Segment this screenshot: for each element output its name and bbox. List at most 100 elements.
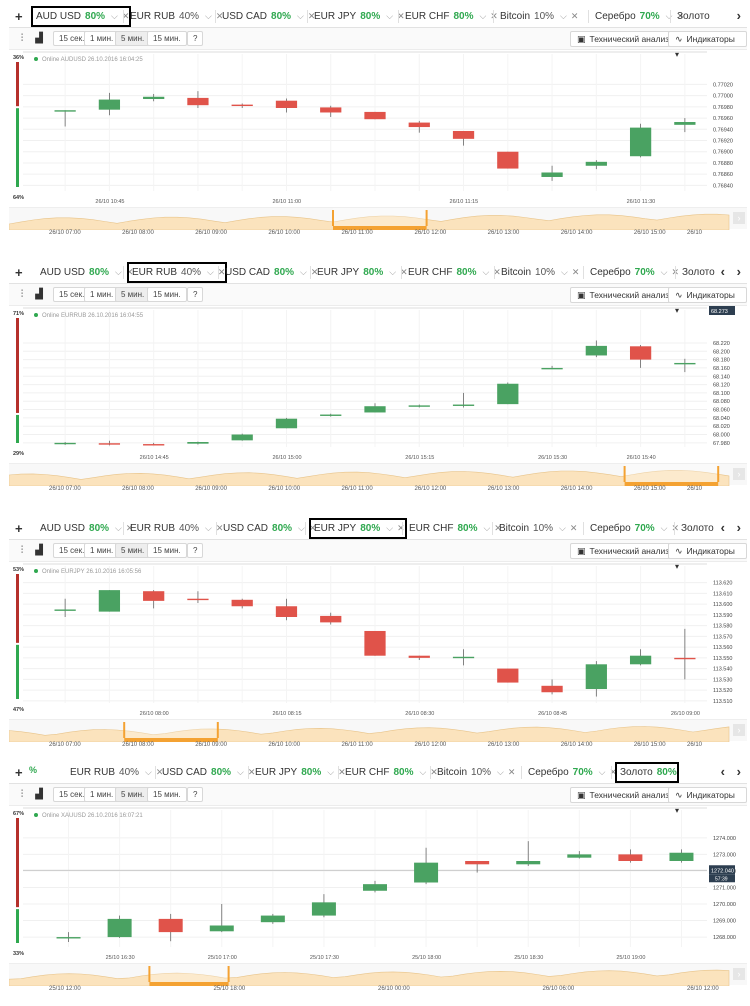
close-icon[interactable]: ✕: [493, 267, 501, 277]
time-navigator[interactable]: ›: [9, 463, 747, 486]
add-asset-button[interactable]: +: [15, 765, 23, 780]
help-button[interactable]: ?: [187, 543, 204, 558]
timeframe-button[interactable]: 5 мин.: [115, 287, 151, 302]
asset-tab-eur-rub[interactable]: EUR RUB 40% ⌵ ✕: [127, 262, 228, 283]
chevron-down-icon[interactable]: ⌵: [207, 267, 214, 277]
indicator-settings-icon[interactable]: ⫶: [20, 789, 24, 800]
close-icon[interactable]: ✕: [430, 767, 438, 777]
asset-tab-золото[interactable]: Золото: [674, 7, 710, 26]
chevron-down-icon[interactable]: ⌵: [205, 523, 212, 533]
navigator-scroll-right-button[interactable]: ›: [733, 212, 745, 224]
navigator-scroll-right-button[interactable]: ›: [733, 724, 745, 736]
chevron-down-icon[interactable]: ⌵: [559, 523, 566, 533]
asset-tab-bitcoin[interactable]: Bitcoin 10% ⌵ ✕: [434, 763, 515, 782]
chevron-down-icon[interactable]: ⌵: [300, 267, 307, 277]
close-icon[interactable]: ✕: [676, 11, 685, 21]
chevron-down-icon[interactable]: ⌵: [560, 11, 567, 21]
candlestick-chart[interactable]: 67% 33% Online XAUUSD 26.10.2016 16:07:21 1…: [9, 806, 747, 963]
help-button[interactable]: ?: [187, 787, 204, 802]
indicators-button[interactable]: ∿ Индикаторы ▾: [668, 287, 747, 315]
chevron-down-icon[interactable]: ⌵: [389, 267, 397, 277]
close-icon[interactable]: ✕: [397, 11, 405, 21]
tabs-scroll-right-button[interactable]: ›: [736, 764, 741, 779]
time-navigator[interactable]: ›: [9, 719, 747, 742]
timeframe-button[interactable]: 1 мин.: [84, 543, 120, 558]
help-button[interactable]: ?: [187, 31, 204, 46]
close-icon[interactable]: ✕: [400, 267, 408, 277]
technical-analysis-button[interactable]: ▣ Технический анализ: [570, 31, 677, 47]
close-icon[interactable]: ✕: [125, 523, 134, 533]
tabs-scroll-left-button[interactable]: ‹: [720, 764, 725, 779]
chevron-down-icon[interactable]: ⌵: [598, 767, 606, 777]
chevron-down-icon[interactable]: ⌵: [660, 523, 668, 533]
asset-tab-eur-rub[interactable]: EUR RUB 40% ⌵ ✕: [127, 519, 223, 538]
asset-tab-eur-rub[interactable]: EUR RUB 40% ⌵ ✕: [127, 7, 223, 26]
timeframe-button[interactable]: 1 мин.: [84, 787, 120, 802]
technical-analysis-button[interactable]: ▣ Технический анализ: [570, 287, 677, 303]
close-icon[interactable]: ✕: [215, 11, 224, 21]
indicators-button[interactable]: ∿ Индикаторы ▾: [668, 787, 747, 815]
chevron-down-icon[interactable]: ⌵: [115, 523, 122, 533]
chevron-down-icon[interactable]: ⌵: [386, 11, 394, 21]
chevron-down-icon[interactable]: ⌵: [482, 267, 490, 277]
close-icon[interactable]: ✕: [155, 767, 164, 777]
asset-tab-eur-chf[interactable]: EUR CHF 80% ⌵ ✕: [405, 263, 501, 282]
close-icon[interactable]: ✕: [571, 267, 580, 277]
timeframe-button[interactable]: 15 сек.: [53, 543, 91, 558]
chevron-down-icon[interactable]: ⌵: [497, 767, 504, 777]
asset-tab-eur-chf[interactable]: EUR CHF 80% ⌵ ✕: [342, 763, 438, 782]
asset-tab-aud-usd[interactable]: AUD USD 80% ⌵ ✕: [37, 519, 133, 538]
asset-tab-eur-chf[interactable]: EUR CHF 80% ⌵ ✕: [402, 7, 498, 26]
tabs-scroll-left-button[interactable]: ‹: [720, 520, 725, 535]
asset-tab-eur-rub[interactable]: EUR RUB 40% ⌵ ✕: [67, 763, 163, 782]
close-icon[interactable]: ✕: [310, 267, 319, 277]
asset-tab-eur-jpy[interactable]: EUR JPY 80% ⌵ ✕: [311, 7, 405, 26]
add-asset-button[interactable]: +: [15, 9, 23, 24]
tabs-scroll-right-button[interactable]: ›: [736, 264, 741, 279]
close-icon[interactable]: ✕: [247, 767, 256, 777]
asset-tab-usd-cad[interactable]: USD CAD 80% ⌵ ✕: [219, 7, 315, 26]
technical-analysis-button[interactable]: ▣ Технический анализ: [570, 543, 677, 559]
close-icon[interactable]: ✕: [215, 523, 224, 533]
close-icon[interactable]: ✕: [308, 523, 317, 533]
tabs-scroll-right-button[interactable]: ›: [736, 8, 741, 23]
chevron-down-icon[interactable]: ⌵: [145, 767, 152, 777]
timeframe-button[interactable]: 15 мин.: [147, 787, 187, 802]
indicator-settings-icon[interactable]: ⫶: [20, 289, 24, 300]
asset-tab-usd-cad[interactable]: USD CAD 80% ⌵ ✕: [159, 763, 255, 782]
timeframe-button[interactable]: 1 мин.: [84, 31, 120, 46]
close-icon[interactable]: ✕: [217, 267, 226, 277]
chevron-down-icon[interactable]: ⌵: [327, 767, 335, 777]
asset-tab-bitcoin[interactable]: Bitcoin 10% ⌵ ✕: [498, 263, 579, 282]
close-icon[interactable]: ✕: [569, 523, 578, 533]
help-button[interactable]: ?: [187, 287, 204, 302]
close-icon[interactable]: ✕: [494, 523, 502, 533]
tabs-scroll-left-button[interactable]: ‹: [720, 264, 725, 279]
timeframe-button[interactable]: 1 мин.: [84, 287, 120, 302]
chevron-down-icon[interactable]: ⌵: [205, 11, 212, 21]
add-asset-button[interactable]: +: [15, 521, 23, 536]
asset-tab-bitcoin[interactable]: Bitcoin 10% ⌵ ✕: [496, 519, 577, 538]
timeframe-button[interactable]: 15 мин.: [147, 543, 187, 558]
candlestick-chart[interactable]: 71% 29% Online EURRUB 26.10.2016 16:04:55 6…: [9, 306, 747, 463]
close-icon[interactable]: ✕: [125, 267, 134, 277]
chevron-down-icon[interactable]: ⌵: [386, 523, 394, 533]
indicators-button[interactable]: ∿ Индикаторы ▾: [668, 31, 747, 59]
timeframe-button[interactable]: 5 мин.: [115, 31, 151, 46]
asset-tab-золото[interactable]: Золото: [679, 263, 715, 282]
chevron-down-icon[interactable]: ⌵: [419, 767, 427, 777]
indicator-settings-icon[interactable]: ⫶: [20, 545, 24, 556]
add-asset-button[interactable]: +: [15, 265, 23, 280]
asset-tab-aud-usd[interactable]: AUD USD 80% ⌵ ✕: [37, 263, 133, 282]
chevron-down-icon[interactable]: ⌵: [111, 11, 118, 21]
chevron-down-icon[interactable]: ⌵: [297, 11, 304, 21]
close-icon[interactable]: ✕: [570, 11, 579, 21]
time-navigator[interactable]: ›: [9, 963, 747, 986]
chevron-down-icon[interactable]: ⌵: [561, 267, 568, 277]
timeframe-button[interactable]: 15 мин.: [147, 287, 187, 302]
close-icon[interactable]: ✕: [338, 767, 346, 777]
close-icon[interactable]: ✕: [609, 767, 618, 777]
chevron-down-icon[interactable]: ⌵: [115, 267, 122, 277]
